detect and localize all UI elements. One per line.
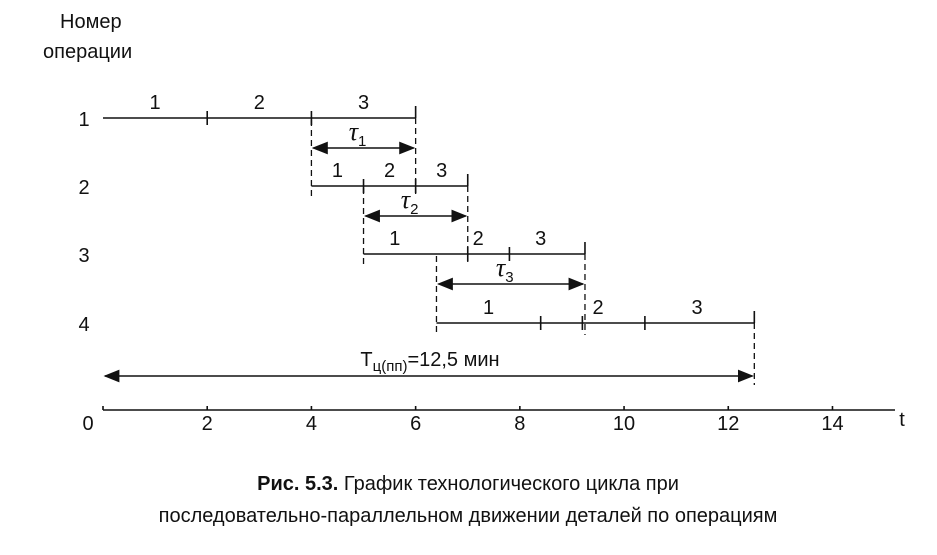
interval-symbol: τ — [496, 253, 507, 282]
part-label: 1 — [483, 297, 494, 319]
y-title: операции — [43, 41, 132, 63]
interval-symbol: τ — [349, 117, 360, 146]
x-tick-label: 12 — [717, 413, 739, 435]
operation-label: 2 — [78, 177, 89, 199]
part-label: 2 — [592, 297, 603, 319]
part-label: 1 — [150, 92, 161, 114]
operation-label: 3 — [78, 245, 89, 267]
part-label: 2 — [384, 160, 395, 182]
interval-sub: 1 — [358, 133, 366, 150]
total-rest: =12,5 мин — [407, 349, 499, 371]
x-tick-label: 0 — [82, 413, 93, 435]
caption-text: График технологического цикла при — [338, 473, 679, 495]
part-label: 3 — [691, 297, 702, 319]
part-label: 2 — [254, 92, 265, 114]
part-label: 1 — [389, 228, 400, 250]
x-tick-label: 10 — [613, 413, 635, 435]
x-tick-label: 2 — [202, 413, 213, 435]
interval-label: τ3 — [496, 253, 514, 286]
part-label: 3 — [535, 228, 546, 250]
total-sub: ц(пп) — [373, 358, 408, 375]
x-tick-label: 6 — [410, 413, 421, 435]
caption: Рис. 5.3. График технологического цикла … — [257, 473, 679, 495]
caption: последовательно-параллельном движении де… — [159, 505, 778, 527]
x-label: t — [899, 409, 905, 431]
operation-label: 1 — [78, 109, 89, 131]
caption-bold: Рис. 5.3. — [257, 473, 338, 495]
x-tick-label: 4 — [306, 413, 317, 435]
x-tick-label: 14 — [821, 413, 843, 435]
interval-sub: 2 — [410, 201, 418, 218]
part-label: 3 — [436, 160, 447, 182]
x-tick-label: 8 — [514, 413, 525, 435]
total-label: Tц(пп)=12,5 мин — [360, 349, 499, 375]
total-main: T — [360, 349, 372, 371]
interval-label: τ1 — [349, 117, 367, 150]
interval-sub: 3 — [505, 269, 513, 286]
interval-symbol: τ — [401, 185, 412, 214]
operation-label: 4 — [78, 314, 89, 336]
part-label: 1 — [332, 160, 343, 182]
y-title: Номер — [60, 11, 122, 33]
interval-label: τ2 — [401, 185, 419, 218]
part-label: 2 — [473, 228, 484, 250]
part-label: 3 — [358, 92, 369, 114]
